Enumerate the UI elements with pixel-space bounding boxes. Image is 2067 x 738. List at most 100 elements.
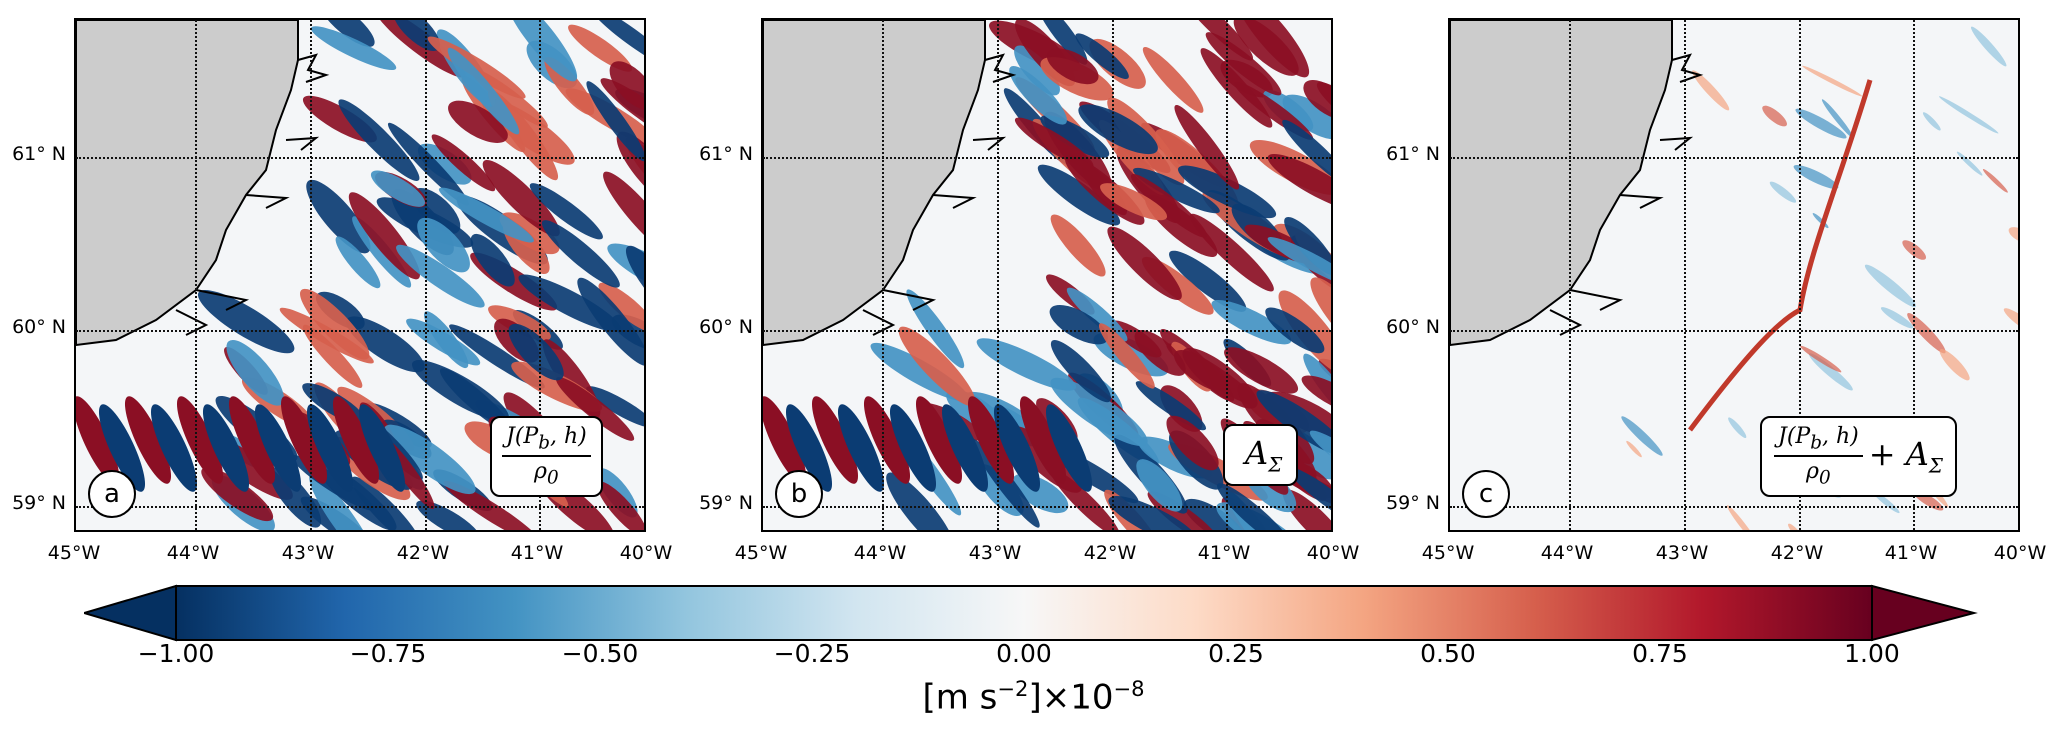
meridian-gridline	[425, 20, 427, 530]
colorbar-tick-label: 0.50	[1420, 639, 1476, 668]
field-anomaly	[228, 396, 276, 484]
field-anomaly	[1267, 153, 1331, 212]
field-anomaly	[309, 473, 376, 530]
field-anomaly	[1107, 226, 1182, 301]
field-anomaly	[269, 467, 322, 528]
field-anomaly	[1808, 353, 1853, 391]
field-anomaly	[518, 274, 621, 332]
field-anomaly	[785, 404, 833, 492]
field-anomaly	[411, 360, 509, 422]
field-anomaly	[1939, 349, 1970, 381]
field-anomaly	[302, 324, 363, 388]
field-anomaly	[1009, 66, 1067, 125]
field-anomaly	[993, 404, 1041, 492]
field-anomaly	[1795, 108, 1847, 139]
field-anomaly	[1176, 20, 1254, 61]
colorbar-label: [m s−2]×10−8	[922, 676, 1145, 718]
lon-tick-label: 40°W	[1306, 542, 1360, 564]
field-anomaly	[1134, 330, 1186, 376]
field-anomaly	[202, 404, 250, 492]
field-anomaly	[1224, 347, 1299, 394]
map-panel-c: c J(Pb, h) ρ0 + AΣ	[1448, 18, 2020, 532]
field-anomaly	[417, 217, 470, 273]
field-anomaly	[226, 339, 284, 406]
field-anomaly	[1189, 213, 1274, 292]
field-anomaly	[590, 20, 644, 68]
map-panel-a: a J(Pb, h) ρ0	[74, 18, 646, 532]
meridian-gridline	[1226, 20, 1228, 530]
colorbar-svg	[80, 584, 1978, 642]
map-panel-b: b AΣ	[761, 18, 1333, 532]
meridian-gridline	[310, 20, 312, 530]
colorbar-tick-label: 0.00	[996, 639, 1052, 668]
field-anomaly	[889, 404, 937, 492]
field-anomaly	[1728, 417, 1747, 439]
colorbar-tick-label: −0.75	[349, 639, 427, 668]
field-anomaly	[898, 326, 976, 407]
field-anomaly	[1078, 104, 1158, 155]
colorbar	[80, 584, 1984, 646]
field-anomaly	[1802, 65, 1863, 97]
field-anomaly	[1050, 340, 1112, 403]
field-anomaly	[837, 404, 885, 492]
anomaly-field	[1450, 20, 2018, 530]
coastline	[862, 53, 1017, 336]
panel-letter-a: a	[88, 470, 136, 518]
meridian-gridline	[997, 20, 999, 530]
field-anomaly	[1263, 90, 1314, 132]
colorbar-tick-label: 1.00	[1844, 639, 1900, 668]
field-anomaly	[1050, 214, 1106, 277]
field-anomaly	[416, 500, 480, 530]
colorbar-tick-label: 0.25	[1208, 639, 1264, 668]
lat-tick-label: 59° N	[699, 492, 753, 514]
field-anomaly	[1769, 181, 1797, 203]
field-anomaly	[1301, 375, 1331, 416]
field-anomaly	[1130, 174, 1208, 238]
field-anomaly	[1692, 70, 1730, 111]
field-anomaly	[448, 100, 508, 143]
colorbar-tick-label: −0.25	[773, 639, 851, 668]
meridian-gridline	[882, 20, 884, 530]
field-anomaly	[1046, 48, 1099, 85]
field-anomaly	[306, 179, 371, 254]
field-anomaly	[1135, 381, 1207, 431]
field-anomaly	[306, 404, 354, 492]
field-anomaly	[1800, 345, 1842, 373]
field-anomaly	[1922, 112, 1941, 131]
field-anomaly	[254, 404, 302, 492]
meridian-gridline	[1569, 20, 1571, 530]
field-anomaly	[396, 244, 485, 308]
parallel-gridline	[1450, 506, 2018, 508]
lat-tick-label: 61° N	[1386, 143, 1440, 165]
parallel-gridline	[1450, 157, 2018, 159]
meridian-gridline	[1112, 20, 1114, 530]
meridian-gridline	[1684, 20, 1686, 530]
field-anomaly	[1014, 45, 1060, 96]
field-anomaly	[176, 396, 224, 484]
field-anomaly	[568, 24, 633, 72]
field-anomaly	[1864, 264, 1916, 308]
field-anomaly	[1036, 20, 1088, 65]
lat-tick-label: 61° N	[12, 143, 66, 165]
field-anomaly	[1762, 105, 1787, 127]
field-anomaly	[596, 481, 644, 530]
field-anomaly	[1200, 48, 1273, 128]
field-anomaly	[447, 47, 520, 135]
field-anomaly	[335, 236, 381, 289]
field-anomaly	[1821, 99, 1854, 138]
field-anomaly	[150, 404, 198, 492]
parallel-gridline	[763, 506, 1331, 508]
field-anomaly	[625, 245, 644, 323]
field-anomaly	[387, 122, 469, 206]
field-anomaly	[586, 81, 644, 162]
field-anomaly	[338, 99, 420, 182]
field-anomaly	[1220, 59, 1273, 98]
field-anomaly	[1267, 237, 1331, 289]
meridian-gridline	[195, 20, 197, 530]
field-anomaly	[508, 323, 564, 381]
term-label-a: J(Pb, h) ρ0	[490, 416, 603, 497]
field-anomaly	[1166, 415, 1219, 471]
field-anomaly	[541, 220, 620, 288]
field-anomaly	[811, 396, 859, 484]
parallel-gridline	[763, 330, 1331, 332]
